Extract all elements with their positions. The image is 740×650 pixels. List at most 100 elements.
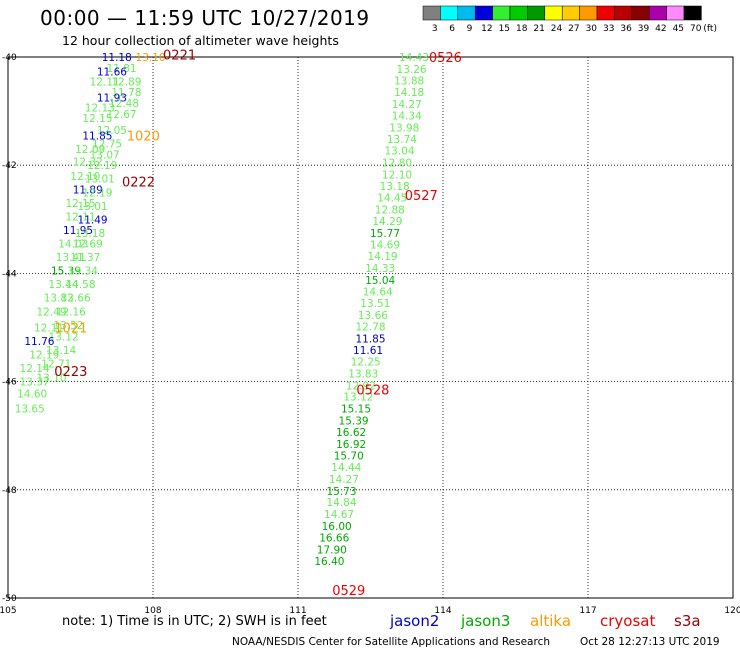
colorbar-swatch xyxy=(683,5,702,21)
time-stamp: 0526 xyxy=(429,51,462,66)
swh-value: 12.11 xyxy=(65,212,95,224)
swh-value: 12.32 xyxy=(73,156,103,168)
swh-value: 12.10 xyxy=(382,169,412,181)
generated-timestamp: Oct 28 12:27:13 UTC 2019 xyxy=(580,636,720,648)
y-tick-label: -40 xyxy=(2,53,17,63)
swh-value: 13.04 xyxy=(384,146,414,158)
swh-value: 13.52 xyxy=(53,320,83,332)
colorbar-label: 36 xyxy=(620,24,632,34)
colorbar-swatch xyxy=(457,5,476,21)
colorbar-swatch xyxy=(614,5,633,21)
swh-value: 13.01 xyxy=(78,201,108,213)
swh-value: 16.92 xyxy=(336,439,366,451)
swh-value: 12.11 xyxy=(34,323,64,335)
swh-value: 14.33 xyxy=(365,263,395,275)
swh-value: 11.95 xyxy=(63,225,93,237)
satellite-legend-s3a: s3a xyxy=(674,612,701,630)
colorbar-label: 6 xyxy=(449,24,455,34)
colorbar-swatch xyxy=(561,5,580,21)
swh-value: 15.77 xyxy=(370,228,400,240)
swh-value: 14.58 xyxy=(65,279,95,291)
swh-value: 17.90 xyxy=(317,544,347,556)
swh-value: 13.65 xyxy=(15,404,45,416)
swh-value: 13.26 xyxy=(397,64,427,76)
swh-value: 12.69 xyxy=(73,239,103,251)
colorbar-swatch xyxy=(474,5,493,21)
swh-value: 11.49 xyxy=(78,214,108,226)
swh-value: 15.04 xyxy=(365,275,395,287)
x-tick-label: 117 xyxy=(579,606,596,616)
swh-value: 11.76 xyxy=(24,336,54,348)
colorbar-label: 45 xyxy=(673,24,684,34)
swh-value: 12.80 xyxy=(382,157,412,169)
colorbar-swatch xyxy=(509,5,528,21)
swh-value: 11.85 xyxy=(355,333,385,345)
swh-value: 14.43 xyxy=(399,52,429,64)
colorbar-swatch xyxy=(631,5,650,21)
swh-value: 14.64 xyxy=(363,286,393,298)
credit-text: NOAA/NESDIS Center for Satellite Applica… xyxy=(232,636,550,648)
plot-frame xyxy=(7,56,734,599)
swh-value: 12.15 xyxy=(82,113,112,125)
swh-value: 12.67 xyxy=(107,109,137,121)
swh-value: 11.93 xyxy=(97,93,127,105)
colorbar-swatch xyxy=(527,5,546,21)
time-stamp: 0221 xyxy=(163,48,196,63)
swh-value: 12.78 xyxy=(355,321,385,333)
satellite-legend-altika: altika xyxy=(530,612,571,630)
y-tick-label: -44 xyxy=(2,269,17,279)
swh-value: 13.83 xyxy=(44,293,74,305)
swh-value: 11.66 xyxy=(97,67,127,79)
swh-value: 16.66 xyxy=(319,532,349,544)
swh-value: 14.19 xyxy=(368,251,398,263)
swh-value: 11.18 xyxy=(102,52,132,64)
swh-value: 14.60 xyxy=(17,389,47,401)
swh-value: 15.73 xyxy=(326,486,356,498)
satellite-legend-cryosat: cryosat xyxy=(600,612,655,630)
data-marks: 11.18 13.1011.8111.6612.8912.1111.7811.93… xyxy=(15,48,462,599)
swh-value: 12.19 xyxy=(82,187,112,199)
swh-value: 13.74 xyxy=(387,134,417,146)
colorbar-label: 33 xyxy=(603,24,614,34)
swh-value: 13.07 xyxy=(90,149,120,161)
swh-value: 13.44 xyxy=(49,279,79,291)
swh-value: 16.00 xyxy=(322,521,352,533)
swh-value: 14.27 xyxy=(329,474,359,486)
y-tick-label: -48 xyxy=(2,486,17,496)
swh-value: 13.14 xyxy=(46,345,76,357)
time-stamp: 0222 xyxy=(122,175,155,190)
colorbar-label: 39 xyxy=(638,24,650,34)
colorbar-label: 3 xyxy=(432,24,438,34)
swh-value: 14.69 xyxy=(370,240,400,252)
colorbar-label: 9 xyxy=(467,24,473,34)
swh-value: 11.37 xyxy=(70,252,100,264)
swh-value: 14.45 xyxy=(377,193,407,205)
time-stamp: 1020 xyxy=(127,129,160,144)
colorbar-swatch xyxy=(596,5,615,21)
swh-value: 13.01 xyxy=(85,174,115,186)
swh-value: 11.85 xyxy=(82,130,112,142)
colorbar-label: 15 xyxy=(499,24,510,34)
swh-value: 13.88 xyxy=(394,75,424,87)
swh-value: 12.14 xyxy=(20,363,50,375)
swh-value: 12.89 xyxy=(111,76,141,88)
swh-value: 12.92 xyxy=(346,380,376,392)
swh-value: 14.44 xyxy=(331,462,361,474)
chart-title: 00:00 — 11:59 UTC 10/27/2019 xyxy=(40,6,370,30)
x-tick-label: 108 xyxy=(144,606,161,616)
swh-value: 14.03 xyxy=(58,239,88,251)
swh-value: 12.05 xyxy=(97,125,127,137)
y-tick-label: -42 xyxy=(2,161,17,171)
swh-value: 12.11 xyxy=(90,76,120,88)
colorbar-swatch xyxy=(440,5,459,21)
swh-value: 13.18 xyxy=(75,228,105,240)
y-tick-label: -50 xyxy=(2,594,17,604)
swh-value: 16.40 xyxy=(314,556,344,568)
x-tick-label: 111 xyxy=(289,606,306,616)
swh-value: 12.10 xyxy=(70,171,100,183)
satellite-legend: jason2 jason3 altika cryosat s3a xyxy=(389,612,701,630)
time-stamp: 0223 xyxy=(54,365,87,380)
swh-value: 14.34 xyxy=(392,110,422,122)
swh-value: 13.83 xyxy=(348,368,378,380)
